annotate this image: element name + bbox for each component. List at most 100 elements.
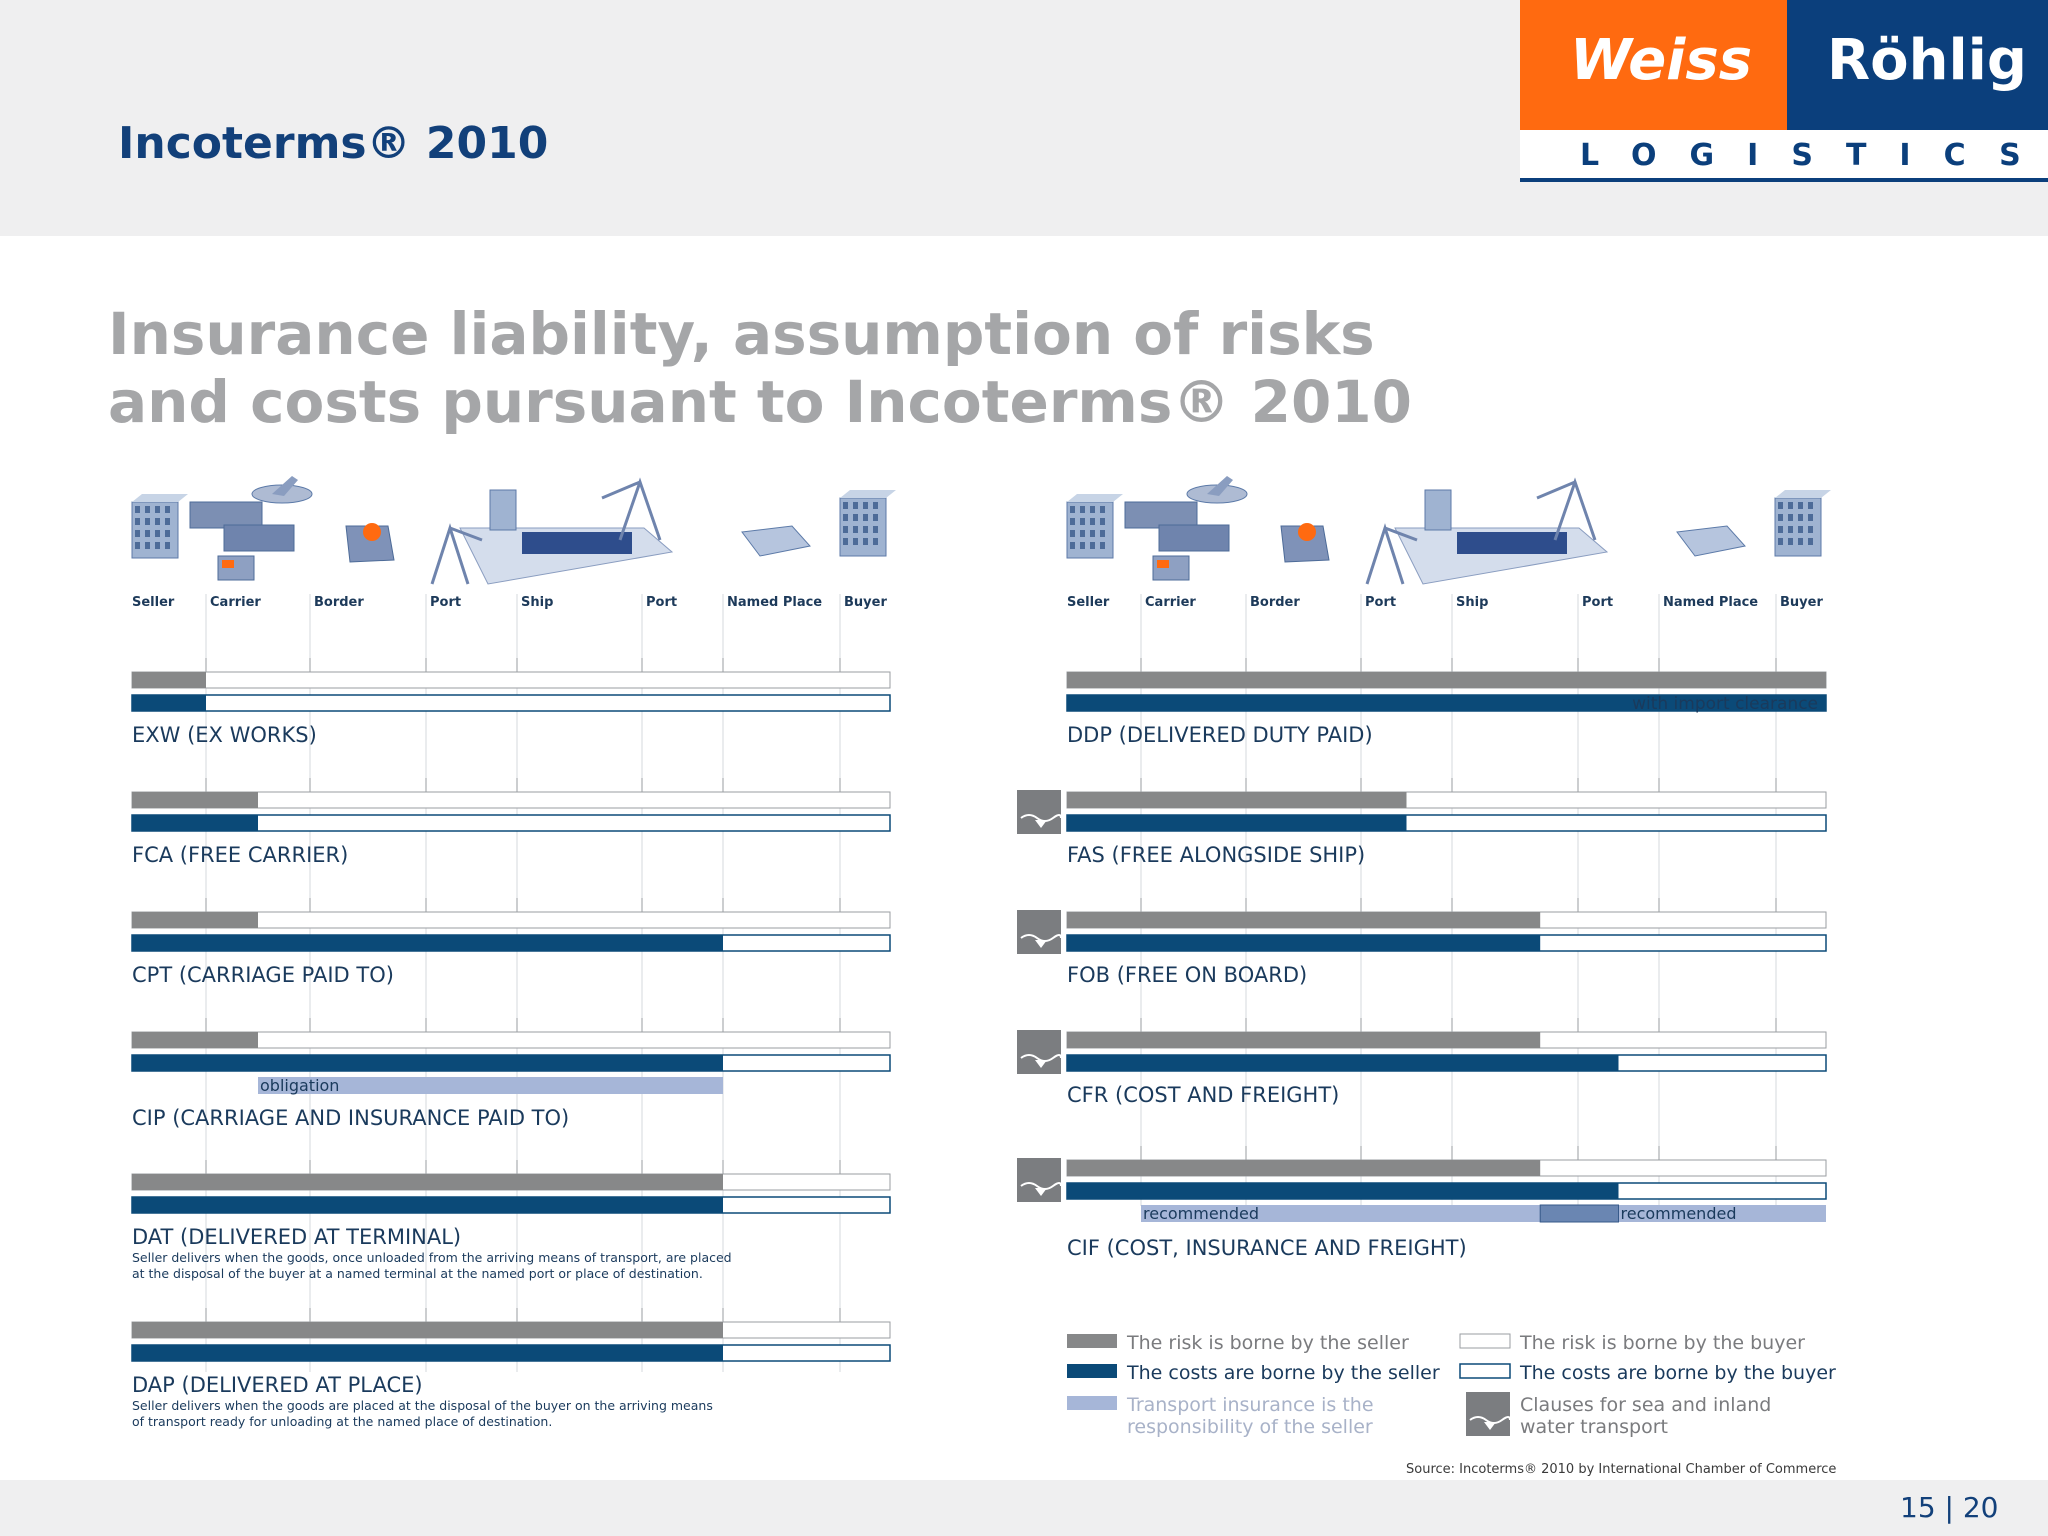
buyer-building-window [863, 502, 868, 509]
sea-clause-icon [1017, 1030, 1062, 1074]
border-sign-icon [1298, 523, 1316, 541]
buyer-building-window [1778, 526, 1783, 533]
legend-swatch-cost-buyer [1459, 1363, 1511, 1379]
stage-label-port: Port [646, 595, 677, 610]
risk-bar-seller [1067, 672, 1826, 688]
stage-label-buyer: Buyer [844, 595, 887, 610]
cost-bar-buyer [131, 694, 891, 712]
buyer-building-roof [1775, 490, 1831, 498]
seller-building-window [155, 506, 160, 513]
stage-label-border: Border [314, 595, 364, 610]
seller-building-roof [132, 494, 188, 502]
logo-logistics: LOGISTICS [1580, 138, 2048, 173]
risk-bar-seller [132, 1322, 723, 1338]
seller-building-window [165, 506, 170, 513]
seller-building-window [135, 542, 140, 549]
buyer-building-window [863, 514, 868, 521]
seller-building-window [145, 506, 150, 513]
sea-clause-icon-bg [1017, 910, 1061, 954]
risk-bar-seller [132, 672, 206, 688]
cost-bar-seller [132, 1345, 723, 1361]
insurance-band [258, 1077, 723, 1094]
seller-building-window [1090, 518, 1095, 525]
footer-band [0, 1480, 2048, 1536]
sea-clause-icon-bg [1017, 790, 1061, 834]
risk-bar-seller [1067, 912, 1541, 928]
term-label-fob: FOB (FREE ON BOARD) [1067, 963, 1307, 987]
seller-building-window [1070, 518, 1075, 525]
legend-sea-line-2: water transport [1520, 1416, 1668, 1438]
border-sign-icon [363, 523, 381, 541]
risk-bar-seller [132, 912, 258, 928]
legend-cost-seller: The costs are borne by the seller [1126, 1362, 1440, 1384]
cost-bar-seller [1067, 695, 1826, 711]
term-description: Seller delivers when the goods, once unl… [132, 1250, 732, 1265]
ship-containers [1457, 532, 1567, 554]
ship-bridge [489, 489, 517, 531]
term-row-exw: EXW (EX WORKS) [131, 658, 891, 747]
seller-building-window [135, 518, 140, 525]
seller-building-window [1080, 530, 1085, 537]
cost-bar-seller [1067, 935, 1541, 951]
legend-swatch-insurance [1067, 1396, 1117, 1410]
term-label-fca: FCA (FREE CARRIER) [132, 843, 348, 867]
sea-clause-icon [1017, 1158, 1062, 1202]
insurance-label: recommended [1621, 1204, 1737, 1223]
buyer-building-window [1808, 514, 1813, 521]
insurance-label: obligation [260, 1076, 339, 1095]
logo-orange-block [1520, 0, 1787, 130]
cost-bar-seller [1067, 1183, 1619, 1199]
term-description: of transport ready for unloading at the … [132, 1414, 552, 1429]
stage-label-named-place: Named Place [727, 595, 822, 610]
ship-bridge [1424, 489, 1452, 531]
company-logo: Weiss Röhlig LOGISTICS [1520, 0, 2048, 184]
buyer-building-window [1788, 502, 1793, 509]
legend-sea-line-1: Clauses for sea and inland [1520, 1394, 1771, 1416]
stage-label-carrier: Carrier [1145, 595, 1196, 610]
seller-building-window [165, 542, 170, 549]
delivery-truck-stripe [222, 560, 234, 568]
seller-building-window [1100, 542, 1105, 549]
page-number: 15 | 20 [1900, 1491, 1999, 1524]
buyer-building-window [873, 526, 878, 533]
buyer-building-window [1778, 514, 1783, 521]
seller-building-window [145, 530, 150, 537]
buyer-building-window [1808, 526, 1813, 533]
seller-building-window [135, 530, 140, 537]
risk-bar-seller [132, 1032, 258, 1048]
ship-containers [522, 532, 632, 554]
legend-sea-clause-icon [1466, 1392, 1511, 1436]
freight-train-car [1158, 524, 1230, 552]
sea-clause-arrow [1035, 1060, 1047, 1068]
cost-bar-seller [132, 935, 723, 951]
logo-word-weiss: Weiss [1570, 28, 1753, 93]
term-row-cpt: CPT (CARRIAGE PAID TO) [131, 898, 891, 987]
seller-building-window [155, 530, 160, 537]
port-crane-icon [1536, 477, 1597, 541]
stage-label-buyer: Buyer [1780, 595, 1823, 610]
buyer-building-window [1778, 502, 1783, 509]
legend-risk-seller: The risk is borne by the seller [1126, 1332, 1409, 1354]
seller-building-window [1100, 506, 1105, 513]
buyer-building-window [1808, 502, 1813, 509]
seller-building-window [1080, 542, 1085, 549]
stage-label-carrier: Carrier [210, 595, 261, 610]
stage-label-port: Port [430, 595, 461, 610]
stage-label-ship: Ship [521, 595, 553, 610]
term-label-exw: EXW (EX WORKS) [132, 723, 317, 747]
slide-heading-line-2: and costs pursuant to Incoterms® 2010 [108, 368, 1413, 436]
seller-building-roof [1067, 494, 1123, 502]
warehouse-icon [1676, 525, 1746, 557]
insurance-band [1618, 1205, 1826, 1222]
port-crane-icon [601, 477, 662, 541]
term-label-dap: DAP (DELIVERED AT PLACE) [132, 1373, 423, 1397]
seller-building-window [1090, 506, 1095, 513]
risk-bar-seller [1067, 792, 1407, 808]
buyer-building-window [853, 502, 858, 509]
term-row-cif: recommended recommended CIF (COST, INSURAN… [1017, 1146, 1827, 1260]
term-row-fca: FCA (FREE CARRIER) [131, 778, 891, 867]
term-label-cif: CIF (COST, INSURANCE AND FREIGHT) [1067, 1236, 1467, 1260]
seller-building-window [165, 518, 170, 525]
sea-clause-icon [1017, 790, 1062, 834]
